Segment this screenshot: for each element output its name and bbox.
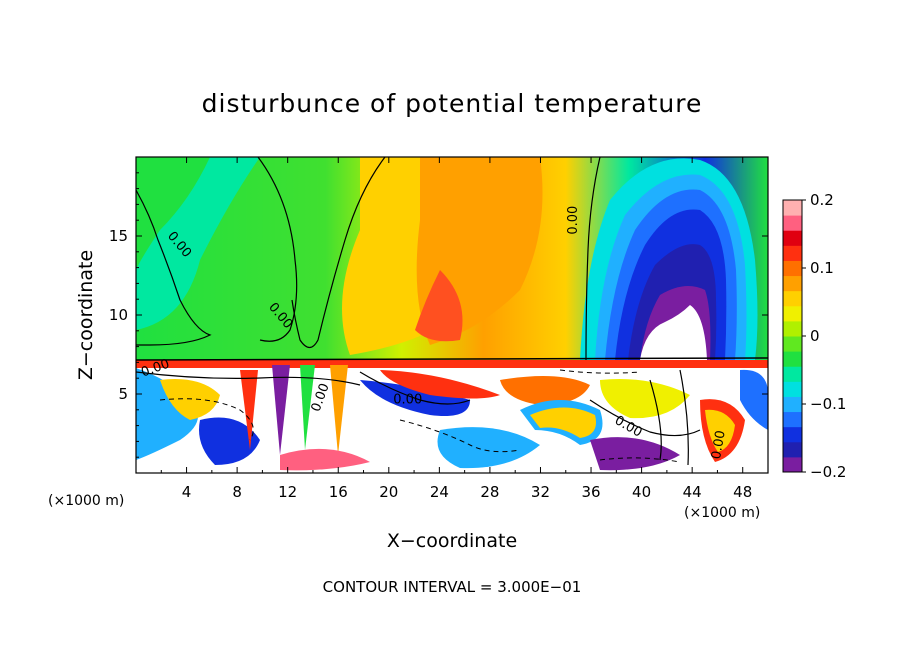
x-tick-label: 44: [683, 483, 702, 501]
contour-line: [649, 379, 662, 461]
layer-interface-line: [135, 357, 769, 361]
field-patch: [199, 417, 260, 465]
contour-lines-negative: [159, 369, 681, 463]
field-patch: [530, 407, 596, 438]
field-patch: [500, 376, 590, 405]
x-tick-label: 32: [531, 483, 550, 501]
y-tick-label: 10: [109, 306, 128, 324]
y-tick-label: 15: [109, 227, 128, 245]
colorbar-tick-label: 0.2: [810, 191, 834, 209]
contour-line: [399, 419, 521, 453]
contour-label: 0.00: [393, 393, 422, 408]
x-tick-label: 24: [430, 483, 449, 501]
colorbar-tick-label: −0.2: [810, 463, 846, 481]
colorbar-swatch: [783, 275, 802, 292]
field-patch: [330, 365, 348, 455]
colorbar: 0.2 0.1 0 −0.1 −0.2: [782, 191, 846, 481]
x-unit-left: (×1000 m): [48, 493, 124, 509]
contour-interval-label: CONTOUR INTERVAL = 3.000E−01: [323, 578, 582, 596]
field-patch: [415, 270, 463, 342]
field-patch: [160, 379, 220, 420]
field-patch: [600, 379, 690, 419]
x-tick-label: 4: [182, 483, 192, 501]
heatmap-field: [136, 157, 768, 473]
colorbar-swatch: [783, 305, 802, 322]
colorbar-tick-label: 0: [810, 327, 820, 345]
colorbar-swatch: [783, 456, 802, 473]
x-unit-right: (×1000 m): [684, 505, 760, 521]
colorbar-tick-label: 0.1: [810, 259, 834, 277]
colorbar-swatch: [783, 441, 802, 458]
colorbar-swatch: [783, 336, 802, 352]
field-patch: [380, 370, 500, 399]
colorbar-swatch: [783, 396, 802, 413]
field-patch: [280, 448, 370, 471]
field-patch: [300, 365, 315, 450]
x-tick-label: 36: [581, 483, 600, 501]
contour-line: [159, 398, 254, 441]
field-patch: [437, 427, 540, 469]
colorbar-tick-label: −0.1: [810, 395, 846, 413]
x-tick-label: 12: [278, 483, 297, 501]
field-patch: [640, 305, 707, 360]
contour-line: [585, 157, 601, 361]
y-axis-ticks: 5 10 15: [109, 172, 768, 458]
colorbar-swatch: [783, 260, 802, 277]
field-patch: [136, 157, 210, 270]
contour-line: [359, 371, 471, 405]
x-axis-ticks: 4 8 12 16 20 24 28 32 36 40 44 48: [160, 157, 752, 501]
colorbar-swatch: [783, 200, 802, 216]
colorbar-swatch: [783, 320, 802, 337]
x-tick-label: 28: [480, 483, 499, 501]
contour-line: [559, 369, 641, 374]
contour-line: [679, 369, 689, 466]
contour-lines: [136, 157, 701, 466]
y-tick-label: 5: [118, 385, 128, 403]
contour-line: [291, 157, 386, 349]
colorbar-swatch: [783, 290, 802, 307]
contour-line: [257, 157, 298, 342]
field-patch: [272, 365, 290, 455]
colorbar-swatch: [783, 381, 802, 397]
colorbar-swatch: [783, 230, 802, 246]
y-axis-title: Z−coordinate: [75, 250, 97, 380]
field-patch: [590, 437, 680, 471]
field-patch: [136, 360, 768, 368]
contour-line: [136, 189, 212, 346]
colorbar-swatch: [783, 411, 802, 428]
x-tick-label: 40: [632, 483, 651, 501]
colorbar-swatch: [783, 215, 802, 231]
colorbar-swatch: [783, 351, 802, 367]
field-patch: [705, 409, 735, 452]
contour-label: 0.00: [709, 429, 729, 460]
field-patch: [240, 370, 258, 450]
x-tick-label: 48: [733, 483, 752, 501]
contour-line: [599, 457, 681, 463]
x-axis-title: X−coordinate: [387, 530, 517, 552]
chart-title: disturbunce of potential temperature: [202, 89, 703, 118]
x-tick-label: 8: [232, 483, 242, 501]
contour-line: [589, 399, 701, 437]
x-tick-label: 16: [329, 483, 348, 501]
colorbar-swatch: [783, 426, 802, 443]
colorbar-swatch: [783, 245, 802, 261]
contour-line: [136, 371, 361, 386]
field-patch: [136, 368, 198, 460]
field-patch: [740, 369, 768, 430]
contour-label: 0.00: [566, 206, 581, 235]
x-tick-label: 20: [379, 483, 398, 501]
colorbar-swatch: [783, 366, 802, 382]
